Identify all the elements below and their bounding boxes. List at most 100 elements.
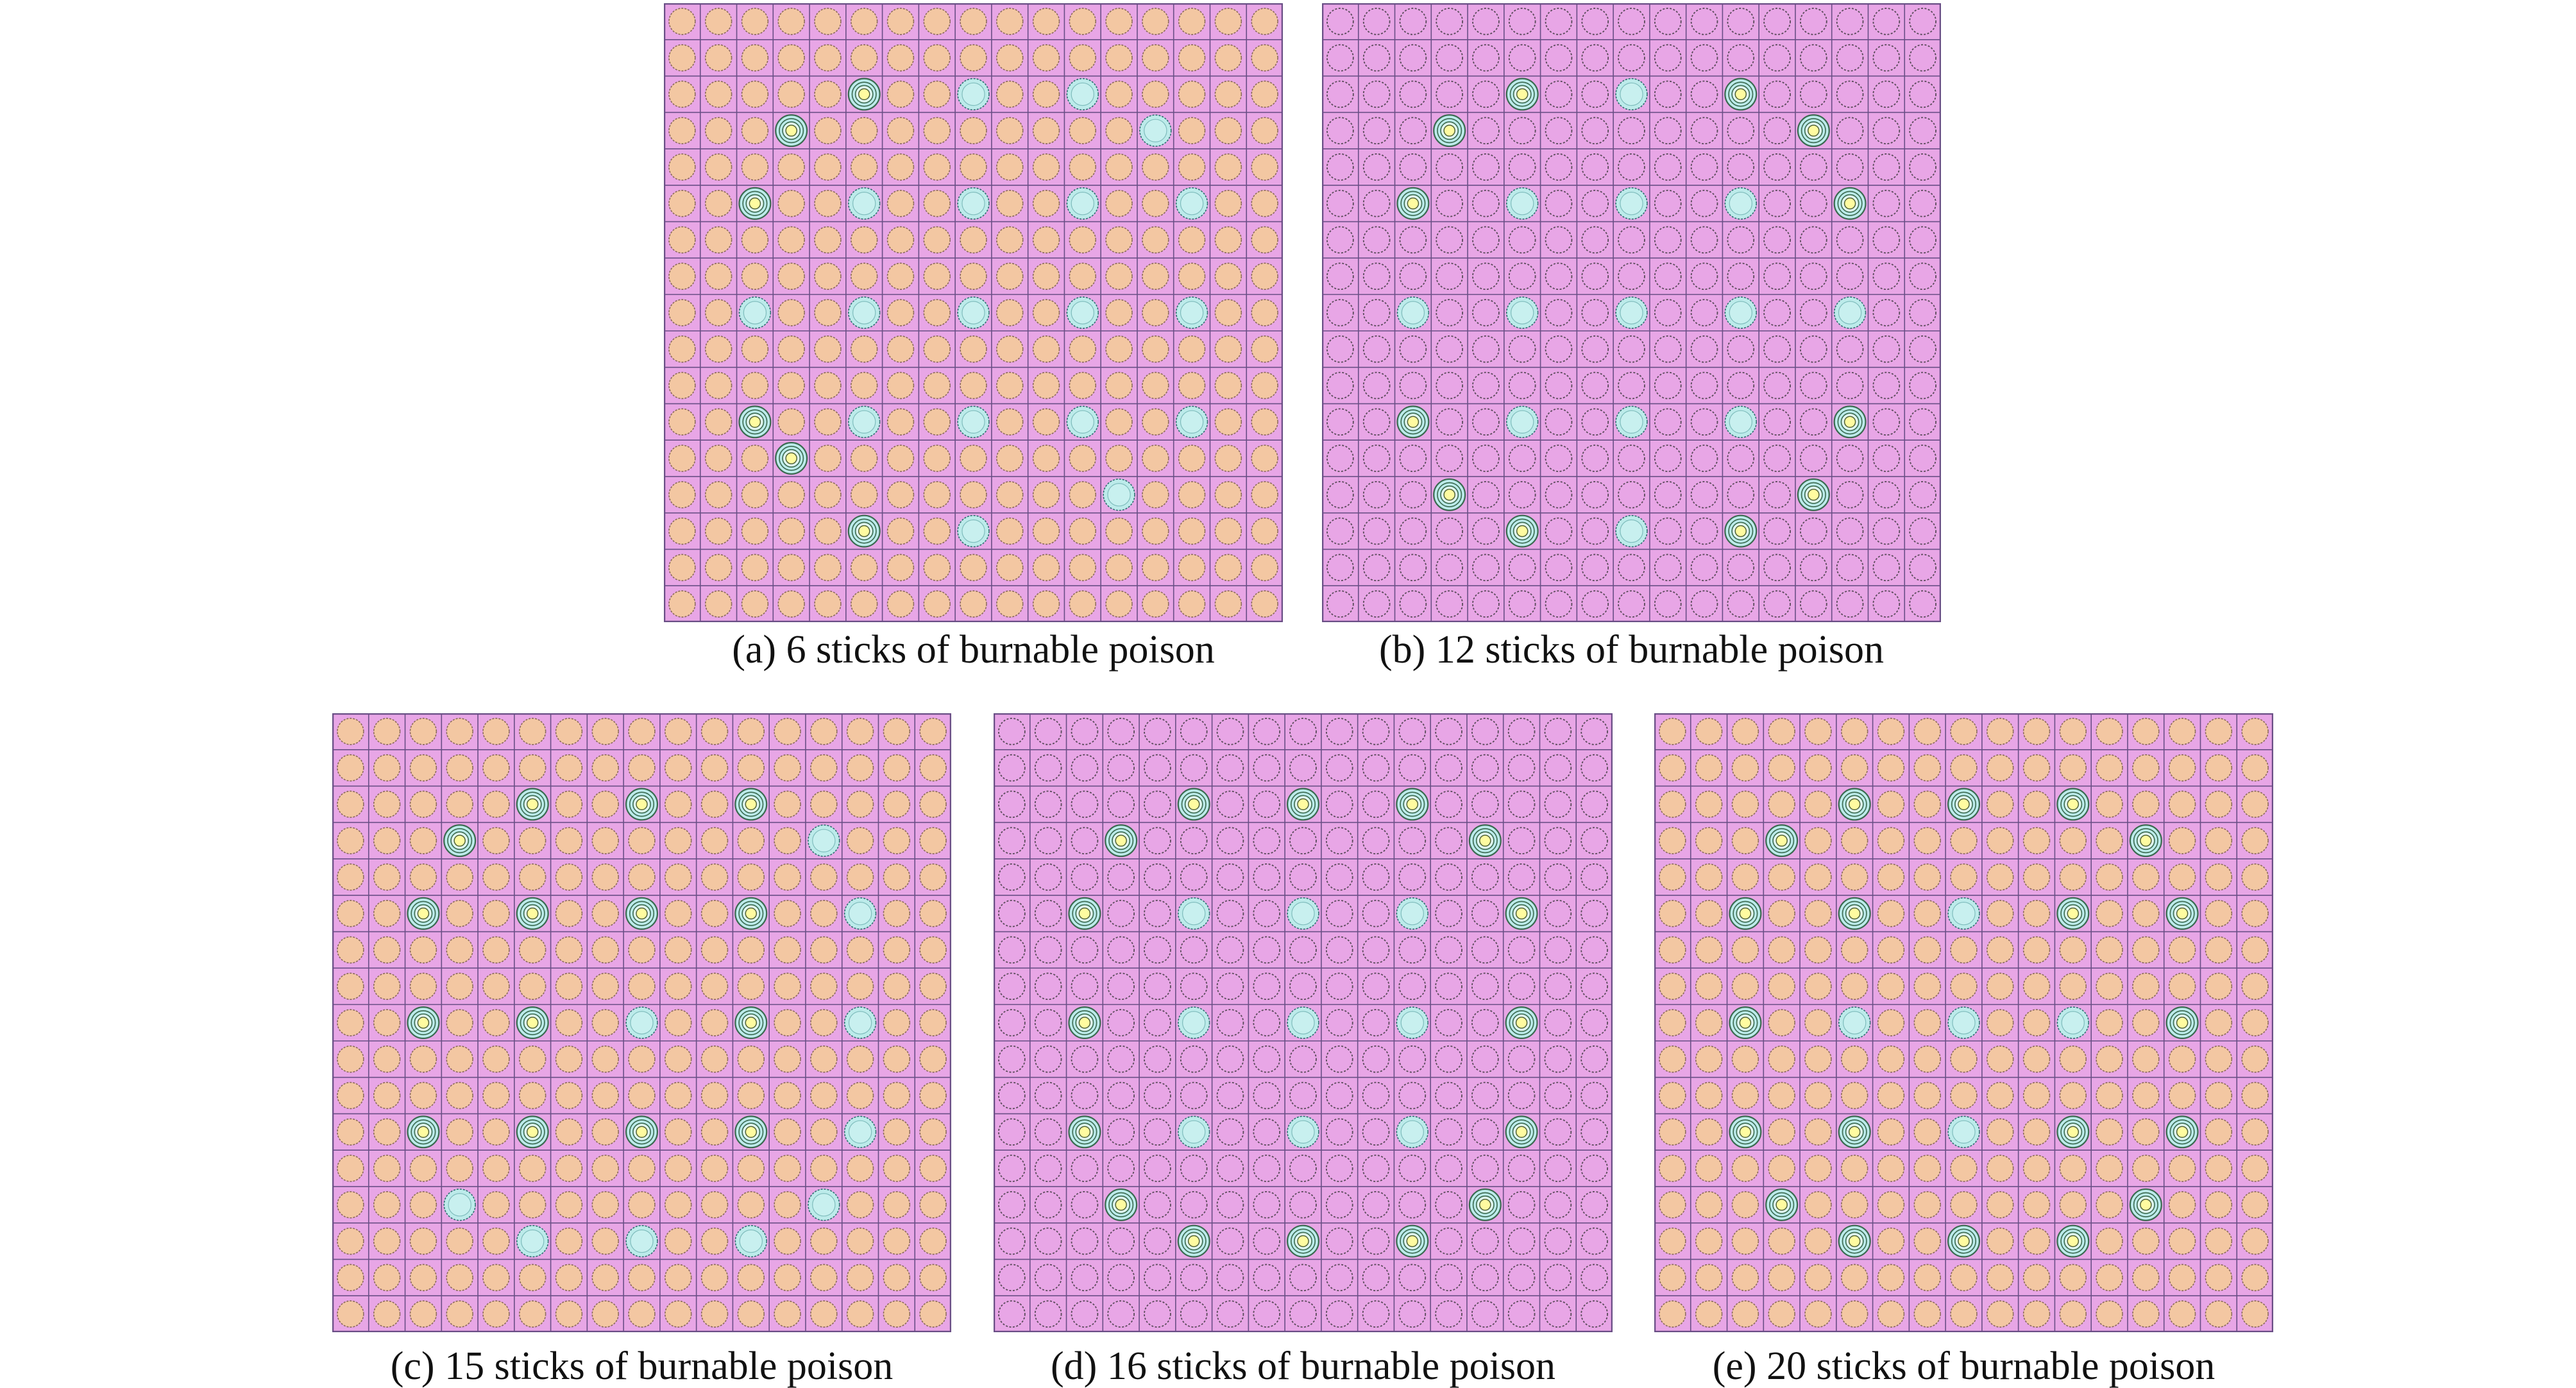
fuel-rod [1840,1045,1868,1073]
fuel-rod [2205,972,2233,1000]
fuel-rod [1069,226,1097,254]
fuel-rod-outline [1289,718,1317,745]
fuel-rod [1913,790,1941,818]
fuel-rod-outline [1618,554,1645,582]
fuel-rod [1178,371,1206,400]
fuel-rod [704,262,733,290]
fuel-rod-outline [1289,754,1317,782]
fuel-rod-outline [1909,153,1936,181]
fuel-rod-outline [1580,863,1608,891]
fuel-rod-outline [1909,517,1936,545]
fuel-rod-outline [1435,718,1462,745]
fuel-rod [373,1009,401,1037]
fuel-rod [810,972,838,1000]
fuel-rod [919,1300,947,1328]
fuel-rod [2096,1264,2123,1292]
fuel-rod [409,1264,437,1292]
fuel-rod-outline [1581,80,1609,108]
fuel-rod [1913,863,1941,891]
fuel-rod-outline [1180,972,1208,1001]
guide-tube [843,1006,877,1039]
fuel-rod-outline [1399,226,1427,254]
fuel-rod-outline [1690,335,1718,363]
fuel-rod [704,8,733,35]
fuel-rod [704,44,733,72]
fuel-rod [1032,189,1060,217]
fuel-rod [774,1227,801,1255]
fuel-rod [1069,517,1097,545]
fuel-rod-outline [1545,408,1573,436]
fuel-rod-outline [1362,189,1391,217]
fuel-rod [555,863,583,891]
fuel-rod [2096,718,2123,745]
fuel-rod [1987,936,2014,964]
fuel-rod [1840,1191,1868,1219]
fuel-rod [850,335,878,363]
fuel-rod-outline [1107,936,1135,964]
fuel-rod-outline [1836,480,1864,509]
fuel-rod-outline [1727,262,1755,291]
fuel-rod-outline [1507,1155,1536,1182]
fuel-rod-outline [1909,44,1936,72]
fuel-rod [1987,1118,2014,1146]
fuel-rod [850,554,878,582]
fuel-rod [1877,1045,1905,1073]
fuel-rod [810,754,838,782]
fuel-rod-outline [1618,44,1645,72]
guide-tube [1175,187,1208,220]
fuel-rod-outline [1581,408,1609,436]
fuel-rod-outline [1544,1081,1572,1110]
fuel-rod [1178,517,1206,545]
fuel-rod-outline [1107,790,1135,818]
fuel-rod-outline [1471,899,1499,927]
burnable-poison-rod [443,824,477,858]
fuel-rod-outline [1727,590,1755,618]
fuel-rod [1804,972,1832,1000]
fuel-rod [923,444,951,472]
fuel-rod [923,226,951,254]
fuel-rod [555,1045,583,1073]
fuel-rod [518,1300,547,1328]
burnable-poison-rod [1433,114,1466,148]
fuel-rod-outline [1435,1300,1462,1328]
fuel-rod [777,153,805,181]
fuel-rod [1840,718,1868,745]
fuel-rod-outline [1289,1081,1317,1110]
fuel-rod-outline [1362,936,1390,964]
fuel-rod [846,1045,874,1073]
fuel-rod-outline [1507,1300,1536,1328]
fuel-rod [2241,1155,2269,1182]
fuel-rod-outline [1471,1155,1499,1182]
fuel-rod-outline [1325,972,1353,1001]
fuel-rod-outline [1398,936,1427,964]
fuel-rod [1987,718,2014,745]
fuel-rod-outline [1289,827,1317,855]
fuel-rod [883,1045,911,1073]
fuel-rod-outline [1909,590,1936,618]
guide-tube [1505,296,1539,329]
assembly-border [332,713,951,1332]
fuel-rod [1950,827,1978,854]
fuel-rod-outline [1690,153,1718,181]
fuel-rod [814,590,842,618]
fuel-rod [518,1081,547,1110]
fuel-rod-outline [1144,899,1171,927]
fuel-rod-outline [1472,226,1500,254]
fuel-rod [777,554,805,582]
fuel-rod [774,790,801,818]
fuel-rod [1987,1300,2014,1328]
fuel-rod [846,1300,874,1328]
fuel-rod [518,754,547,782]
fuel-rod-outline [1799,408,1827,436]
fuel-rod [1069,117,1097,144]
fuel-rod [1731,936,1759,964]
fuel-rod-outline [1362,226,1391,254]
fuel-rod [1913,1045,1941,1073]
fuel-rod [591,1191,619,1219]
fuel-rod [996,299,1024,326]
fuel-rod [774,1264,801,1292]
fuel-rod [704,226,733,254]
fuel-rod-outline [1362,1227,1390,1255]
fuel-rod [2096,1155,2123,1182]
fuel-rod [1987,1264,2014,1292]
